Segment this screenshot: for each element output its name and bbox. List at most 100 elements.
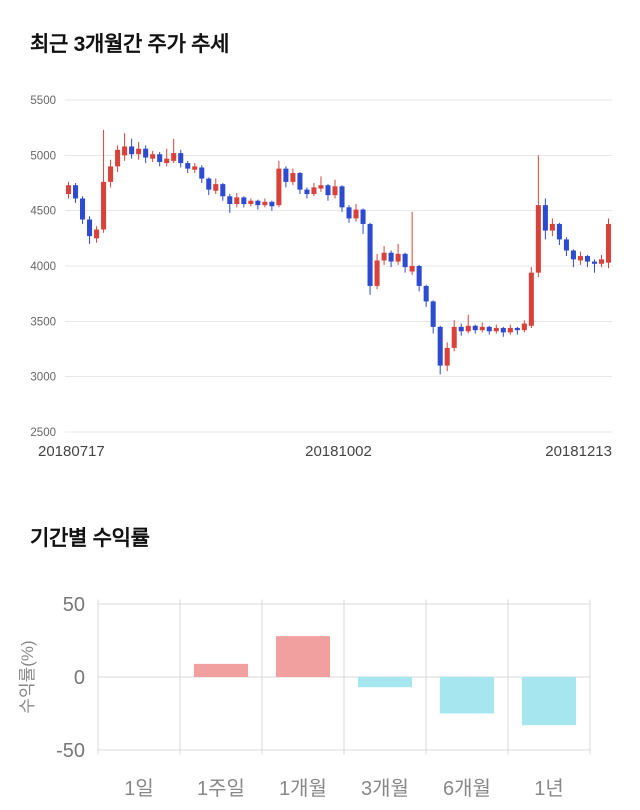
candle-body [262, 201, 268, 206]
candle-body [409, 266, 415, 272]
returns-bar [521, 677, 577, 726]
candle-body [423, 285, 429, 302]
candle-body [220, 184, 226, 197]
candle-body [388, 252, 394, 262]
returns-category-label: 1개월 [279, 777, 327, 800]
candle-body [332, 186, 338, 196]
candle-body [269, 201, 275, 207]
candle-body [255, 200, 261, 206]
period-returns-title: 기간별 수익률 [30, 527, 150, 550]
candle-body [451, 326, 457, 348]
candle-body [80, 198, 86, 220]
candle-body [381, 252, 387, 261]
candle-body [507, 327, 513, 333]
candle-body [129, 146, 135, 155]
candle-body [101, 181, 107, 230]
price-y-tick-label: 4500 [30, 206, 56, 218]
candle-body [248, 200, 254, 205]
candle-body [157, 154, 163, 162]
returns-y-axis-label: 수익률(%) [18, 640, 37, 713]
candle-body [556, 223, 562, 240]
price-y-tick-label: 3500 [30, 316, 56, 328]
returns-bar [193, 663, 249, 677]
candle-body [528, 272, 534, 326]
candle-body [542, 205, 548, 231]
candle-body [192, 166, 198, 170]
candle-body [535, 205, 541, 273]
candle-body [402, 253, 408, 268]
price-y-tick-label: 5500 [30, 95, 56, 107]
candle-body [346, 207, 352, 219]
candle-body [150, 154, 156, 159]
candle-body [486, 326, 492, 332]
candle-body [444, 347, 450, 366]
price-trend-title: 최근 3개월간 주가 추세 [30, 33, 230, 56]
price-candlestick-chart: 5500 5000 4500 4000 3500 3000 2500 20180717 2018… [30, 95, 612, 460]
candle-body [143, 148, 149, 158]
returns-bar [357, 677, 413, 688]
candle-body [65, 185, 72, 195]
candle-body [598, 259, 605, 264]
candle-body [290, 173, 296, 182]
candle-body [458, 326, 464, 332]
candle-body [374, 260, 380, 286]
candle-body [213, 184, 219, 191]
returns-category-label: 1주일 [197, 777, 245, 800]
candle-body [605, 223, 612, 263]
candle-body [353, 209, 359, 219]
price-x-tick-label: 20181002 [305, 443, 372, 460]
candle-body [276, 168, 282, 206]
candle-body [87, 219, 93, 237]
candle-body [185, 163, 191, 169]
candle-body [416, 266, 422, 286]
candle-body [500, 327, 506, 333]
candle-body [115, 149, 121, 167]
candle-body [136, 148, 142, 155]
candle-body [521, 323, 527, 331]
candle-body [514, 327, 520, 331]
returns-bar [439, 677, 495, 714]
candle-body [549, 223, 555, 231]
candle-body [318, 185, 324, 189]
candle-body [171, 153, 177, 161]
returns-y-tick-label: -50 [56, 740, 85, 762]
candle-body [465, 325, 471, 332]
price-x-tick-label: 20180717 [38, 443, 105, 460]
candle-body [234, 197, 240, 205]
candle-body [591, 261, 597, 264]
returns-y-tick-label: 0 [74, 667, 85, 689]
candle-body [563, 239, 569, 251]
candle-body [325, 185, 331, 196]
candle-body [339, 186, 345, 208]
candle-body [178, 153, 184, 164]
candle-body [570, 250, 576, 260]
candle-body [395, 253, 401, 262]
candle-body [227, 196, 233, 205]
returns-category-label: 1년 [534, 777, 564, 800]
candle-body [206, 178, 212, 190]
candle-body [241, 197, 247, 205]
candle-body [430, 301, 436, 327]
candle-body [360, 209, 366, 224]
returns-y-tick-label: 50 [63, 594, 85, 616]
candle-body [304, 189, 310, 195]
candle-body [493, 327, 499, 332]
candle-body [72, 185, 79, 199]
candle-body [584, 256, 590, 262]
candle-body [164, 158, 170, 164]
candle-body [472, 325, 478, 331]
period-returns-bar-chart: 50 0 -50 수익률(%) 1일 1주일 1개월 3개월 6개월 1년 [18, 594, 591, 800]
candle-body [108, 166, 114, 182]
candle-body [94, 229, 100, 239]
returns-category-label: 6개월 [443, 777, 491, 800]
price-y-tick-label: 2500 [30, 427, 56, 439]
candle-body [199, 167, 205, 179]
candle-body [297, 173, 303, 190]
candle-body [437, 326, 443, 366]
candle-body [311, 187, 317, 195]
price-y-tick-label: 5000 [30, 150, 56, 162]
candle-body [122, 146, 128, 156]
candle-body [479, 326, 485, 331]
returns-category-label: 3개월 [361, 777, 409, 800]
candle-body [283, 168, 289, 182]
